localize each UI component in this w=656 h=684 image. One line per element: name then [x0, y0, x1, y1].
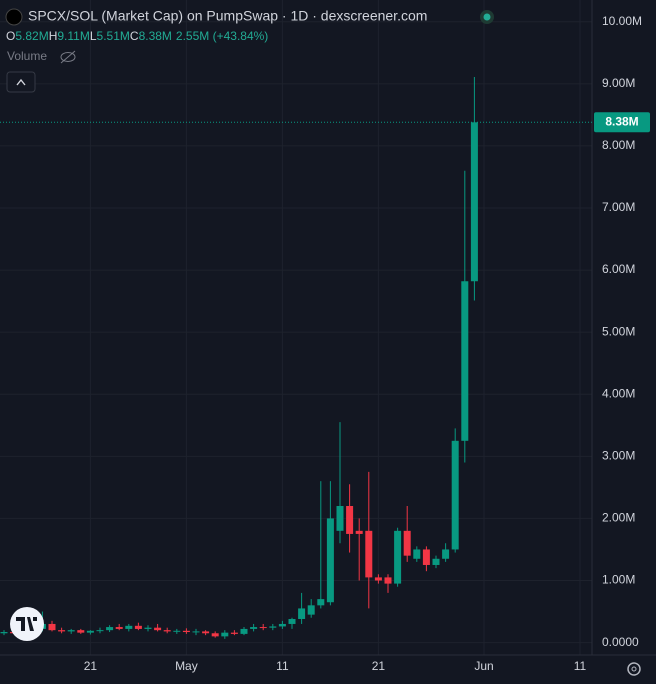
x-tick-label: May: [175, 659, 198, 673]
candle-body: [403, 530, 411, 556]
candle-body: [278, 623, 286, 627]
candle-body: [154, 627, 162, 631]
y-tick-label: 1.00M: [602, 573, 635, 587]
last-price-label: 8.38M: [605, 114, 638, 128]
candle-body: [307, 605, 315, 615]
ohlc-legend: O5.82MH9.11ML5.51MC8.38M 2.55M (+43.84%): [6, 29, 268, 43]
ohlc-high-key: H: [49, 29, 58, 43]
ohlc-close-key: C: [130, 29, 139, 43]
candle-body: [48, 623, 56, 631]
candle-body: [259, 627, 267, 629]
y-tick-label: 6.00M: [602, 262, 635, 276]
ohlc-close: 8.38M: [139, 29, 172, 43]
candle-body: [182, 630, 190, 633]
candle-body: [346, 505, 354, 534]
candle-body: [451, 440, 459, 550]
candle-body: [58, 630, 66, 632]
hide-icon[interactable]: [60, 50, 76, 64]
candle-body: [355, 530, 363, 534]
candle-body: [144, 627, 152, 629]
candle-body: [422, 549, 430, 565]
candle-body: [125, 625, 133, 629]
candle-body: [240, 628, 248, 634]
x-tick-label: 21: [372, 659, 386, 673]
candle-body: [298, 608, 306, 619]
candle-body: [336, 505, 344, 531]
candle-body: [0, 632, 8, 634]
candle-body: [86, 630, 94, 633]
candle-body: [317, 599, 325, 606]
collapse-button[interactable]: [6, 71, 36, 93]
candle-body: [173, 630, 181, 632]
x-tick-label: 11: [276, 659, 289, 673]
y-tick-label: 3.00M: [602, 448, 635, 462]
candle-body: [461, 281, 469, 441]
candle-body: [163, 630, 171, 632]
candle-body: [384, 577, 392, 584]
y-tick-label: 8.00M: [602, 138, 635, 152]
candle-body: [77, 630, 85, 633]
candle-body: [202, 631, 210, 634]
last-price-tag: [594, 112, 650, 133]
ohlc-change: 2.55M (+43.84%): [176, 29, 268, 43]
candle-body: [442, 549, 450, 559]
candle-body: [432, 558, 440, 565]
y-tick-label: 2.00M: [602, 511, 635, 525]
candle-body: [106, 627, 114, 631]
y-tick-label: 0.0000: [602, 635, 639, 649]
x-tick-label: 11: [574, 659, 587, 673]
candle-body: [365, 530, 373, 578]
candle-body: [269, 626, 277, 628]
y-tick-label: 4.00M: [602, 386, 635, 400]
candle-body: [230, 632, 238, 634]
volume-label: Volume: [7, 49, 47, 63]
status-icon: [483, 13, 491, 21]
x-tick-label: 21: [84, 659, 98, 673]
ohlc-low-key: L: [90, 29, 97, 43]
candle-body: [221, 632, 229, 637]
candle-body: [394, 530, 402, 584]
x-tick-label: Jun: [474, 659, 493, 673]
ohlc-high: 9.11M: [57, 29, 89, 43]
chart-title: SPCX/SOL (Market Cap) on PumpSwap · 1D ·…: [28, 8, 427, 24]
candle-body: [67, 630, 75, 632]
y-tick-label: 9.00M: [602, 76, 635, 90]
candle-body: [470, 122, 478, 282]
candle-body: [413, 549, 421, 559]
tradingview-logo[interactable]: [10, 607, 44, 641]
candle-body: [134, 625, 142, 629]
y-tick-label: 10.00M: [602, 14, 642, 28]
y-tick-label: 5.00M: [602, 324, 635, 338]
candle-body: [326, 518, 334, 603]
ohlc-open-key: O: [6, 29, 15, 43]
token-logo: [5, 8, 23, 26]
ohlc-low: 5.51M: [97, 29, 130, 43]
candle-body: [250, 627, 258, 629]
candle-body: [192, 631, 200, 633]
candle-body: [288, 618, 296, 624]
candle-body: [374, 577, 382, 581]
candle-body: [96, 630, 104, 632]
ohlc-open: 5.82M: [15, 29, 48, 43]
y-tick-label: 7.00M: [602, 200, 635, 214]
candle-body: [115, 627, 123, 629]
candle-body: [211, 633, 219, 637]
grid: [0, 0, 592, 655]
settings-icon[interactable]: [627, 662, 641, 676]
